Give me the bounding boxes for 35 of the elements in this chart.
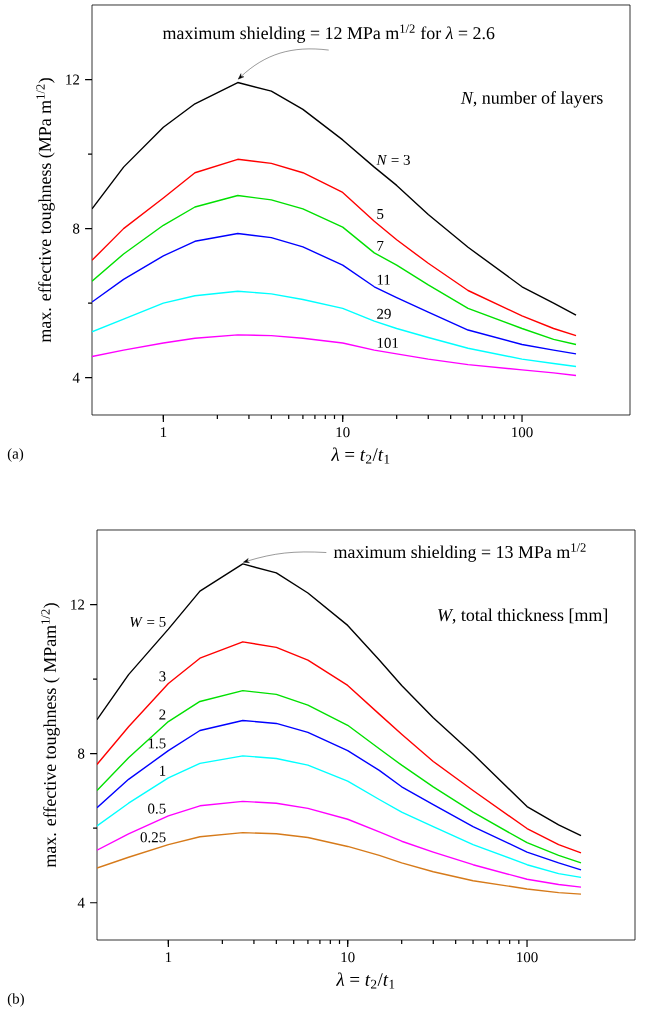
series-label: W = 5	[130, 616, 166, 627]
series-label: 1	[160, 765, 166, 776]
x-axis-title: λ = t$_{2}$/t$_{1}$	[335, 972, 395, 989]
legend-title: W, total thickness [mm]	[438, 608, 607, 624]
y-tick-label: 4	[77, 897, 85, 908]
series-label: 0.25	[140, 832, 166, 843]
annotation: maximum shielding = 13 MPa m$^{1/2}$	[333, 543, 586, 562]
y-axis-title: max. effective toughness (MPa m$^{1/2}$)	[36, 78, 55, 343]
x-tick-label: 100	[517, 952, 538, 963]
text: (a)	[7, 448, 24, 462]
series-label: 3	[159, 671, 166, 682]
x-tick-label: 10	[336, 427, 350, 438]
series-label: 2	[159, 709, 166, 720]
series-label: 0.5	[148, 803, 166, 814]
series-label: 1.5	[148, 738, 166, 749]
x-tick-label: 100	[512, 427, 533, 438]
annotation: maximum shielding = 12 MPa m$^{1/2}$ for λ = 2.6	[162, 24, 495, 43]
x-axis-title: λ = t$_{2}$/t$_{1}$	[330, 447, 390, 464]
x-tick-label: 1	[165, 952, 172, 963]
y-axis-title: max. effective toughness ( MPam$^{1/2}$)	[41, 603, 60, 868]
x-tick-label: 10	[341, 952, 355, 963]
y-tick-label: 4	[72, 372, 80, 383]
series-label: 5	[377, 209, 384, 219]
x-tick-label: 1	[160, 427, 167, 438]
legend-title: N, number of layers	[460, 91, 603, 108]
series-label: 11	[377, 274, 390, 285]
y-tick-label: 8	[72, 223, 80, 234]
series-label: 29	[377, 308, 391, 319]
y-tick-label: 12	[71, 599, 85, 610]
text: (b)	[7, 993, 24, 1007]
series-label: 101	[377, 337, 398, 348]
series-label: 7	[377, 240, 384, 251]
y-tick-label: 12	[66, 74, 80, 85]
y-tick-label: 8	[77, 748, 85, 759]
series-label: N = 3	[376, 154, 410, 165]
